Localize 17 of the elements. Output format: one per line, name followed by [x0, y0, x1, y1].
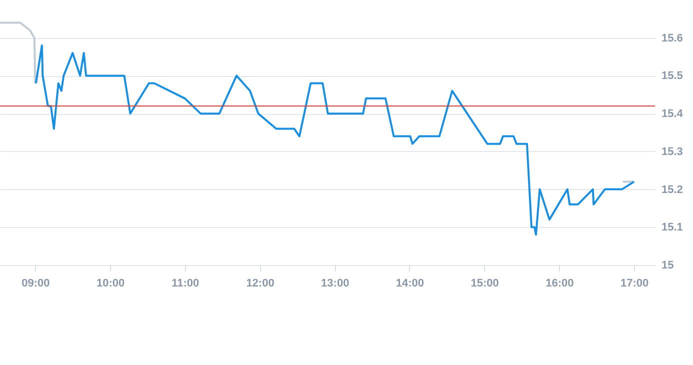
y-tick-label: 15.6 — [662, 32, 683, 44]
x-tick-label: 11:00 — [172, 278, 200, 290]
y-tick-label: 15 — [662, 260, 674, 272]
y-tick-label: 15.1 — [662, 222, 683, 234]
y-tick-label: 15.4 — [662, 108, 684, 120]
line-series — [34, 44, 636, 236]
x-tick-label: 13:00 — [321, 278, 350, 290]
x-tick-label: 09:00 — [22, 278, 50, 290]
y-tick-label: 15.5 — [662, 70, 683, 82]
y-tick-label: 15.3 — [662, 146, 683, 158]
x-tick-label: 12:00 — [246, 278, 274, 290]
x-tick-label: 10:00 — [96, 278, 125, 290]
y-tick-label: 15.2 — [662, 184, 683, 196]
x-tick-label: 14:00 — [396, 278, 424, 290]
x-tick-label: 15:00 — [470, 278, 499, 290]
x-tick-label: 16:00 — [546, 278, 574, 290]
x-tick-label: 17:00 — [620, 278, 649, 290]
